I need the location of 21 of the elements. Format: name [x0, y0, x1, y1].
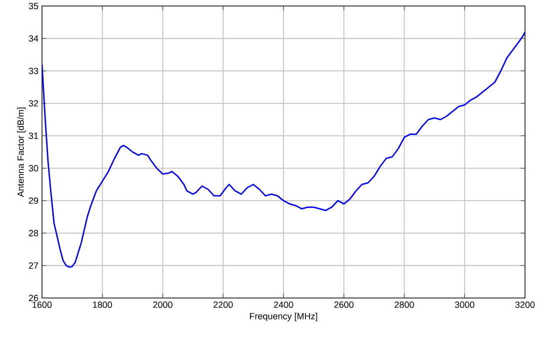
x-axis-title: Frequency [MHz] [250, 312, 318, 322]
y-tick-label: 29 [28, 197, 38, 204]
x-tick-label: 2800 [394, 302, 414, 308]
y-tick-label: 32 [28, 100, 38, 107]
y-tick-label: 27 [28, 262, 38, 269]
x-tick-label: 2600 [334, 302, 354, 308]
y-tick-label: 33 [28, 68, 38, 74]
y-tick-label: 35 [28, 2, 38, 10]
x-tick-label: 1800 [93, 302, 112, 308]
y-tick-label: 30 [28, 165, 38, 172]
y-tick-label: 26 [28, 294, 38, 302]
x-tick-label: 3000 [454, 302, 474, 308]
x-tick-label: 2000 [153, 302, 172, 308]
x-tick-label: 2400 [274, 302, 294, 308]
y-axis-title: Antenna Factor [dB/m] [17, 108, 26, 197]
x-tick-label: 1600 [32, 302, 52, 308]
y-tick-label: 34 [28, 35, 38, 42]
y-tick-label: 31 [28, 132, 38, 139]
y-tick-label: 28 [28, 230, 38, 236]
x-tick-label: 2200 [214, 302, 233, 308]
x-tick-label: 3200 [515, 302, 535, 308]
